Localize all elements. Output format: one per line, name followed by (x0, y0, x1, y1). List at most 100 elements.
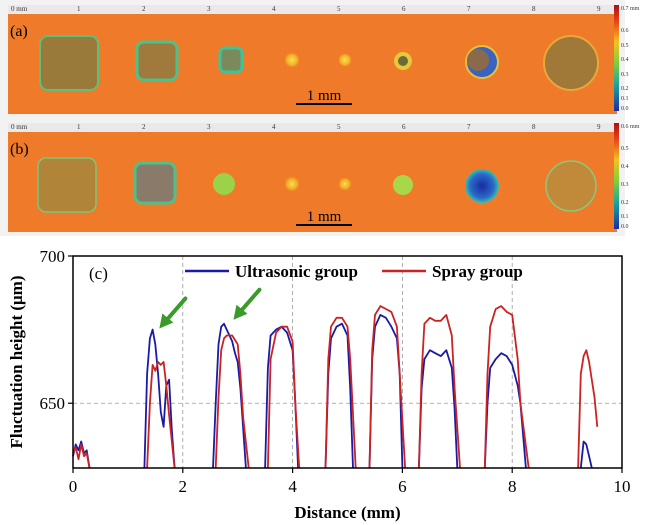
series-ultrasonic-segment (143, 328, 176, 469)
scale-bar-a: 1 mm (296, 88, 352, 105)
svg-text:0 mm: 0 mm (11, 5, 28, 13)
series-ultrasonic-segment (72, 440, 91, 469)
pore-1-a (39, 35, 99, 91)
annotation-arrow (163, 296, 188, 324)
svg-text:1 mm: 1 mm (307, 209, 342, 225)
svg-text:0.3: 0.3 (621, 72, 629, 78)
svg-text:0.2: 0.2 (621, 200, 629, 206)
pore-4-b (283, 175, 301, 193)
annotation-arrowhead (233, 304, 248, 320)
pore-2-b (133, 161, 177, 205)
legend-label: Ultrasonic group (235, 262, 358, 281)
pore-8-b (545, 160, 597, 212)
svg-text:0.4: 0.4 (621, 57, 629, 63)
svg-text:5: 5 (337, 5, 341, 13)
svg-text:4: 4 (272, 5, 276, 13)
axis-ticks: 0 2 4 6 8 10 650 700 (40, 247, 631, 496)
pore-3-a (218, 46, 244, 74)
svg-text:6: 6 (402, 123, 406, 131)
profile-scan-a: 0 mm 1 2 3 4 5 6 7 8 9 (a) 1 mm 0.7 mm 0… (0, 0, 640, 118)
series-spray-segment (267, 325, 301, 469)
pore-3-b (213, 173, 235, 195)
colorbar-labels-b: 0.6 mm 0.5 0.4 0.3 0.2 0.1 0.0 (621, 124, 640, 230)
svg-text:9: 9 (597, 123, 601, 131)
colorbar-b (614, 123, 619, 229)
series-spray-segment (214, 334, 250, 469)
pore-7-b (465, 169, 499, 203)
pore-1-b (37, 157, 97, 213)
svg-text:0.5: 0.5 (621, 146, 629, 152)
svg-text:9: 9 (597, 5, 601, 13)
svg-text:2: 2 (142, 123, 146, 131)
series-spray-segment (418, 314, 461, 469)
series-ultrasonic-segment (579, 440, 593, 469)
series-spray-segment (324, 316, 357, 469)
svg-text:0.5: 0.5 (621, 43, 629, 49)
ruler-a: 0 mm 1 2 3 4 5 6 7 8 9 (11, 5, 601, 13)
y-tick-label: 700 (40, 247, 66, 266)
svg-text:0.6: 0.6 (621, 28, 629, 34)
profile-scan-b: 0 mm 1 2 3 4 5 6 7 8 9 (b) 1 mm 0.6 mm 0… (0, 118, 640, 236)
pore-6-b (393, 175, 413, 195)
panel-label-c: (c) (89, 264, 108, 283)
scan-surface-b (8, 132, 617, 232)
svg-text:1 mm: 1 mm (307, 88, 342, 104)
series-spray-segment (146, 361, 176, 469)
x-tick-label: 6 (398, 477, 407, 496)
colorbar-a (614, 5, 619, 111)
series-spray-segment (483, 305, 530, 469)
panel-label-b: (b) (10, 141, 29, 158)
pore-2-a (135, 40, 179, 82)
svg-text:5: 5 (337, 123, 341, 131)
svg-text:6: 6 (402, 5, 406, 13)
svg-text:1: 1 (77, 5, 81, 13)
legend: Ultrasonic group Spray group (185, 262, 523, 281)
series-spray-segment (72, 443, 91, 469)
pore-5-b (337, 176, 353, 192)
svg-text:0.2: 0.2 (621, 86, 629, 92)
x-tick-label: 4 (288, 477, 297, 496)
panel-label-a: (a) (10, 23, 28, 40)
x-axis-label: Distance (mm) (294, 503, 400, 522)
series-layer (72, 305, 599, 469)
x-tick-label: 10 (614, 477, 631, 496)
colorbar-labels-a: 0.7 mm 0.6 0.5 0.4 0.3 0.2 0.1 0.0 (621, 6, 640, 112)
svg-text:3: 3 (207, 123, 211, 131)
svg-text:0.6 mm: 0.6 mm (621, 124, 640, 130)
fluctuation-chart: 0 2 4 6 8 10 650 700 (c) Ultrasonic group Spray … (7, 247, 631, 522)
svg-text:0 mm: 0 mm (11, 123, 28, 131)
series-spray-segment (368, 305, 406, 469)
svg-text:1: 1 (77, 123, 81, 131)
pore-8-a (543, 35, 599, 91)
svg-text:4: 4 (272, 123, 276, 131)
series-ultrasonic-segment (212, 322, 247, 469)
svg-text:8: 8 (532, 123, 536, 131)
grid-lines (73, 256, 622, 468)
annotation-arrowhead (159, 313, 174, 329)
scale-bar-b: 1 mm (296, 209, 352, 226)
svg-text:0.4: 0.4 (621, 164, 629, 170)
svg-text:8: 8 (532, 5, 536, 13)
svg-text:0.1: 0.1 (621, 96, 629, 102)
svg-text:0.0: 0.0 (621, 224, 629, 230)
pore-5-a (337, 52, 353, 68)
series-ultrasonic-segment (418, 349, 459, 469)
x-tick-label: 2 (179, 477, 188, 496)
svg-text:2: 2 (142, 5, 146, 13)
svg-text:0.3: 0.3 (621, 182, 629, 188)
svg-text:7: 7 (467, 123, 471, 131)
series-ultrasonic-segment (483, 352, 527, 469)
svg-text:3: 3 (207, 5, 211, 13)
y-axis-label: Fluctuation height (μm) (7, 275, 26, 448)
ruler-b: 0 mm 1 2 3 4 5 6 7 8 9 (11, 123, 601, 131)
plot-frame (72, 255, 623, 469)
x-tick-label: 0 (69, 477, 78, 496)
annotation-arrow (237, 287, 262, 315)
svg-text:0.1: 0.1 (621, 214, 629, 220)
y-tick-label: 650 (40, 394, 66, 413)
svg-text:0.0: 0.0 (621, 106, 629, 112)
annotation-arrows (159, 287, 262, 329)
legend-label: Spray group (432, 262, 523, 281)
x-tick-label: 8 (508, 477, 517, 496)
svg-text:0.7 mm: 0.7 mm (621, 6, 640, 12)
